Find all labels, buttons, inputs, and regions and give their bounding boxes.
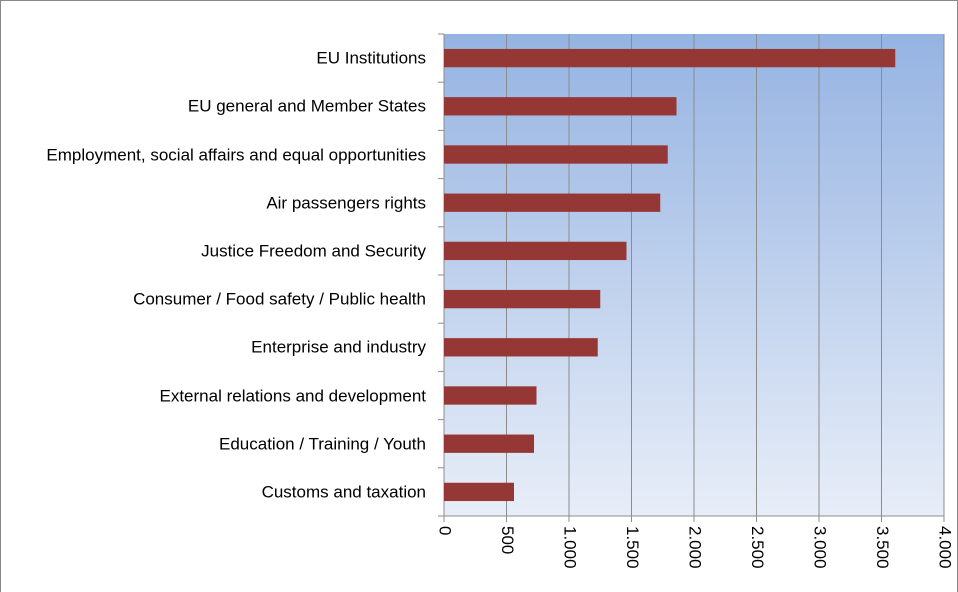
x-tick-label: 4.000: [936, 526, 955, 569]
y-tick-label: Consumer / Food safety / Public health: [133, 289, 426, 309]
bar: [444, 241, 627, 261]
bar: [444, 145, 668, 164]
x-tick-label: 1.000: [561, 526, 580, 569]
bar: [444, 338, 598, 357]
y-tick-label: Air passengers rights: [266, 193, 426, 213]
bar: [444, 48, 896, 68]
bar: [444, 482, 514, 502]
y-tick-label: Enterprise and industry: [251, 337, 426, 357]
x-tick-label: 2.500: [748, 526, 767, 569]
y-tick-label: EU general and Member States: [187, 96, 426, 116]
x-tick-label: 2.000: [686, 526, 705, 569]
y-tick-label: Customs and taxation: [261, 482, 426, 502]
bar: [444, 193, 661, 212]
x-tick-label: 0: [436, 526, 455, 535]
y-tick-label: External relations and development: [159, 386, 427, 405]
bar: [444, 434, 534, 453]
x-tick-label: 3.000: [811, 526, 830, 569]
x-tick-label: 3.500: [873, 526, 892, 569]
y-tick-label: Justice Freedom and Security: [201, 241, 426, 261]
y-tick-label: EU Institutions: [316, 48, 426, 68]
bar: [444, 289, 601, 309]
x-tick-label: 500: [498, 526, 517, 554]
y-tick-label: Education / Training / Youth: [219, 434, 426, 454]
bar: [444, 386, 537, 405]
bar: [444, 97, 677, 116]
x-tick-label: 1.500: [623, 526, 642, 569]
y-tick-label: Employment, social affairs and equal opp…: [46, 145, 426, 164]
